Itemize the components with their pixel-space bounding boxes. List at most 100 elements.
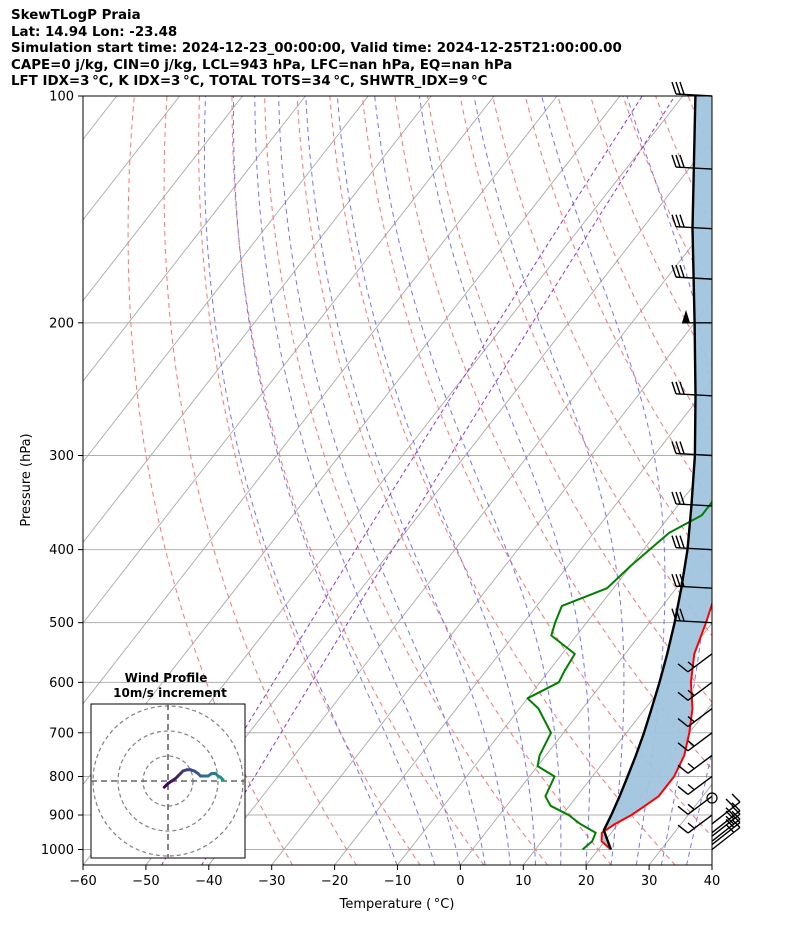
wind-barb [711, 810, 741, 842]
y-tick-label: 900 [49, 809, 74, 824]
y-tick-label: 200 [49, 316, 74, 331]
wind-barb [677, 681, 713, 701]
location-line: Lat: 14.94 Lon: -23.48 [11, 24, 178, 40]
isotherm-line [334, 380, 712, 865]
isotherm-line [145, 138, 712, 865]
wind-barb [711, 793, 741, 825]
dry-adiabat-line [459, 96, 712, 637]
hodograph-segment [219, 775, 225, 782]
wind-barb [671, 154, 713, 170]
x-tick-label: 30 [641, 874, 658, 889]
wind-barb [677, 775, 713, 796]
y-tick-label: 800 [49, 770, 74, 785]
wind-barbs [671, 81, 741, 851]
calm-wind-circle [706, 792, 718, 804]
moist-adiabat-line [473, 96, 625, 865]
wind-barb [677, 814, 713, 834]
dry-adiabat-line [264, 96, 549, 865]
wind-barb [711, 802, 741, 834]
wind-barb [682, 309, 712, 324]
x-tick-label: 40 [704, 874, 721, 889]
cape-line: CAPE=0 j/kg, CIN=0 j/kg, LCL=943 hPa, LF… [11, 57, 513, 73]
wind-barb [711, 819, 741, 851]
dry-adiabat-line [721, 96, 794, 866]
dewpoint-profile-line [526, 500, 712, 851]
hodograph-ring [117, 730, 219, 832]
moist-adiabat-line [305, 96, 511, 865]
mixing-ratio-line [201, 96, 676, 865]
x-tick-label: 20 [578, 874, 595, 889]
wind-barb [671, 381, 713, 397]
isotherm-line [522, 622, 712, 865]
moist-adiabat-line [418, 96, 591, 865]
dry-adiabat-line [127, 96, 294, 865]
moist-adiabat-line [541, 96, 666, 865]
dry-adiabat-line [492, 96, 712, 570]
moist-adiabat-line [374, 96, 562, 865]
wind-barb [677, 707, 713, 728]
wind-barb [677, 732, 713, 752]
x-tick-label: −40 [195, 874, 222, 889]
x-tick-label: −20 [321, 874, 348, 889]
x-tick-label: −50 [132, 874, 159, 889]
background-grid [83, 96, 794, 866]
moist-adiabat-line [336, 96, 536, 865]
dry-adiabat-line [163, 96, 357, 865]
x-tick-label: 10 [515, 874, 532, 889]
wind-barb [677, 795, 713, 815]
chart-title: SkewTLogP Praia [11, 8, 141, 23]
wind-barb [671, 214, 713, 230]
moist-adiabat-line [233, 96, 436, 865]
parcel-profile-line [602, 96, 697, 850]
wind-barb [677, 653, 713, 673]
wind-barb [671, 81, 713, 97]
isotherm-line [83, 96, 243, 302]
y-tick-label: 100 [49, 90, 74, 105]
dry-adiabat-line [786, 96, 794, 866]
y-tick-label: 600 [49, 676, 74, 691]
moist-adiabat-line [686, 749, 712, 865]
cape-cin-shading [601, 96, 712, 850]
hodograph [90, 703, 246, 859]
isotherm-line [271, 299, 712, 865]
isotherm-line [83, 96, 495, 624]
dry-adiabat-line [198, 96, 421, 865]
isotherm-line [83, 96, 558, 705]
dry-adiabat-line [231, 96, 485, 865]
isotherm-line [83, 96, 369, 463]
wind-barb [671, 573, 713, 589]
hodograph-subtitle: 10m/s increment [113, 686, 227, 700]
x-tick-label: 0 [456, 874, 464, 889]
moist-adiabat-line [626, 96, 712, 865]
y-tick-label: 500 [49, 616, 74, 631]
y-tick-label: 1000 [41, 843, 74, 858]
dry-adiabat-line [296, 96, 612, 865]
chart-header: SkewTLogP Praia Lat: 14.94 Lon: -23.48 S… [11, 8, 622, 91]
dry-adiabat-line [427, 96, 712, 704]
y-axis-title: Pressure (hPa) [19, 433, 34, 526]
dry-adiabat-line [329, 96, 676, 865]
isotherm-line [711, 864, 712, 865]
x-tick-label: −60 [69, 874, 96, 889]
index-line: LFT IDX=3 °C, K IDX=3 °C, TOTAL TOTS=34 … [11, 74, 488, 90]
y-tick-label: 300 [49, 449, 74, 464]
moist-adiabat-line [203, 96, 398, 865]
isotherm-line [459, 541, 712, 865]
y-tick-label: 700 [49, 726, 74, 741]
x-tick-label: −30 [258, 874, 285, 889]
y-tick-label: 400 [49, 543, 74, 558]
mixing-ratio-line [161, 96, 643, 865]
dry-adiabat-line [394, 96, 712, 770]
moist-adiabat-line [278, 96, 486, 865]
hodograph-title: Wind Profile [125, 671, 208, 685]
plot-frame: −60 −50 −40 −30 −20 −10 0 10 20 30 40 1000 900 800 700… [41, 90, 720, 890]
sounding-lines [526, 96, 712, 851]
wind-barb [671, 264, 713, 280]
simulation-time-line: Simulation start time: 2024-12-23_00:00:… [11, 41, 622, 57]
x-axis-title: Temperature ( °C) [339, 897, 455, 912]
isotherm-line [83, 96, 306, 382]
dry-adiabat-line [361, 96, 712, 838]
wind-barb [671, 441, 713, 457]
isotherm-line [83, 96, 432, 544]
